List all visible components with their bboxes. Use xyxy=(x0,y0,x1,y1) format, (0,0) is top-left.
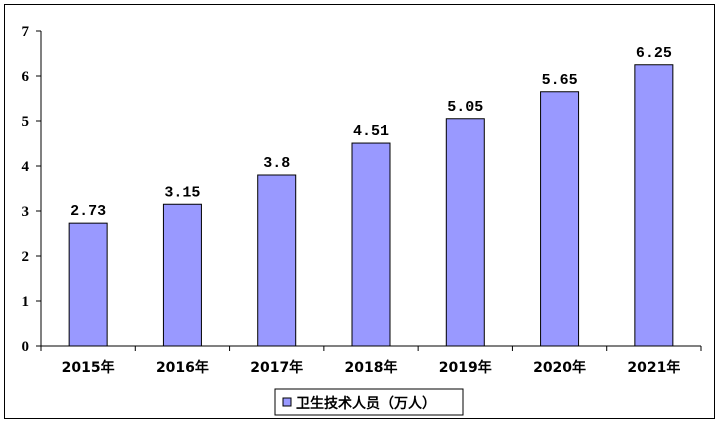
data-label: 2.73 xyxy=(70,203,106,220)
x-tick-label: 2015年 xyxy=(62,359,115,376)
bar-2017年 xyxy=(257,174,297,347)
y-tick-label: 5 xyxy=(22,114,30,130)
x-tick-label: 2019年 xyxy=(439,359,492,376)
x-tick-label: 2016年 xyxy=(156,359,209,376)
y-tick-label: 0 xyxy=(22,339,30,355)
x-tick-label: 2021年 xyxy=(627,359,680,376)
bar-2015年 xyxy=(68,222,108,347)
y-tick-label: 1 xyxy=(22,294,30,310)
y-tick-label: 6 xyxy=(22,69,30,85)
data-label: 3.8 xyxy=(263,155,290,172)
data-label: 3.15 xyxy=(164,184,200,201)
y-tick-label: 4 xyxy=(22,159,30,175)
bar-2020年 xyxy=(540,91,580,347)
data-label: 6.25 xyxy=(636,45,672,62)
bar-2016年 xyxy=(162,203,202,347)
bar-2019年 xyxy=(445,118,485,347)
data-label: 5.05 xyxy=(447,99,483,116)
x-tick-label: 2017年 xyxy=(250,359,303,376)
legend-label: 卫生技术人员（万人） xyxy=(296,395,436,412)
y-tick-label: 7 xyxy=(22,24,30,40)
legend-swatch xyxy=(282,397,292,407)
y-tick-label: 2 xyxy=(22,249,30,265)
data-label: 5.65 xyxy=(542,72,578,89)
bar-2018年 xyxy=(351,142,391,347)
y-tick-label: 3 xyxy=(22,204,30,220)
data-label: 4.51 xyxy=(353,123,389,140)
x-tick-label: 2018年 xyxy=(345,359,398,376)
legend-box xyxy=(274,388,464,416)
bar-2021年 xyxy=(634,64,674,347)
x-tick-label: 2020年 xyxy=(533,359,586,376)
